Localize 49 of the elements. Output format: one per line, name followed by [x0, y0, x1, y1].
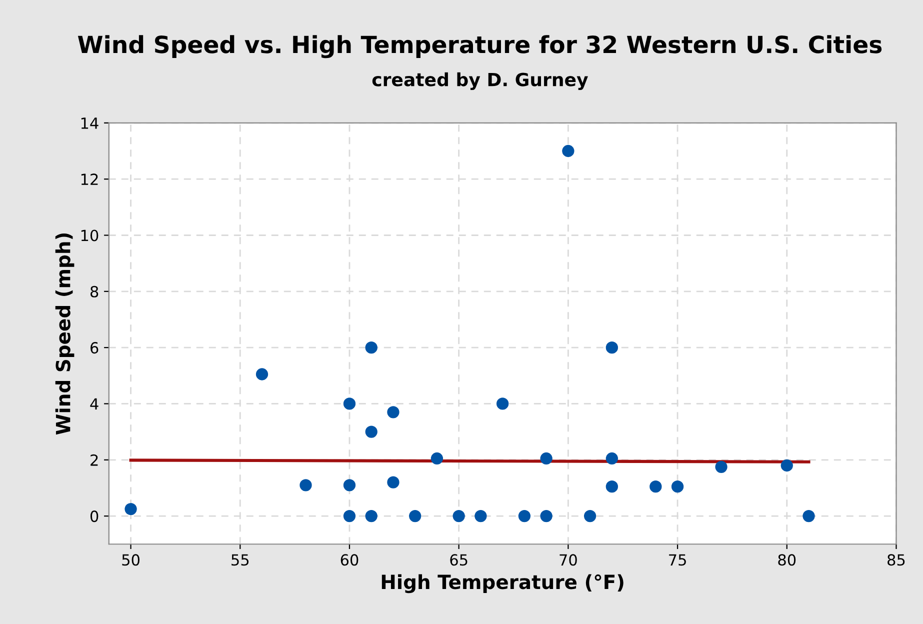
x-tick-label: 55 [232, 554, 249, 566]
point [671, 480, 684, 493]
y-tick-label: 12 [81, 174, 98, 185]
point [540, 452, 552, 465]
y-tick-label: 14 [81, 118, 98, 129]
chart-subtitle: created by D. Gurney [372, 72, 588, 90]
x-tick-label: 70 [560, 554, 577, 566]
x-tick-label: 75 [669, 554, 686, 566]
y-tick-label: 8 [90, 286, 98, 298]
x-axis-title: High Temperature (°F) [382, 574, 624, 594]
point [518, 510, 531, 522]
point [343, 510, 356, 522]
x-tick-label: 85 [888, 554, 905, 566]
point [802, 510, 815, 522]
point [540, 510, 552, 522]
y-tick-label: 10 [81, 230, 98, 242]
x-tick-label: 65 [450, 554, 468, 566]
point [387, 476, 400, 488]
point [474, 510, 487, 522]
point [300, 479, 312, 492]
x-tick-label: 50 [122, 554, 140, 566]
chart-title: Wind Speed vs. High Temperature for 32 Western U.S. Cities [78, 35, 882, 58]
point [409, 510, 422, 522]
y-tick-label: 4 [90, 398, 98, 410]
y-axis-title: Wind Speed (mph) [55, 233, 74, 435]
x-tick-label: 60 [340, 554, 358, 566]
y-tick-label: 6 [90, 342, 98, 354]
point [387, 406, 400, 418]
point [606, 480, 618, 493]
point [365, 510, 378, 522]
point [365, 341, 378, 354]
point [365, 426, 378, 438]
y-tick-label: 2 [90, 454, 98, 466]
point [780, 459, 793, 472]
point [606, 452, 618, 465]
x-tick-label: 80 [778, 554, 796, 566]
point [452, 510, 465, 522]
point [606, 341, 618, 354]
point [256, 368, 268, 380]
point [562, 144, 574, 158]
point [124, 502, 137, 516]
y-tick-label: 0 [90, 510, 98, 522]
point [496, 398, 509, 410]
point [430, 452, 444, 465]
point [343, 479, 356, 492]
point [343, 398, 356, 410]
point [650, 480, 662, 493]
point [715, 460, 728, 473]
point [584, 510, 596, 522]
